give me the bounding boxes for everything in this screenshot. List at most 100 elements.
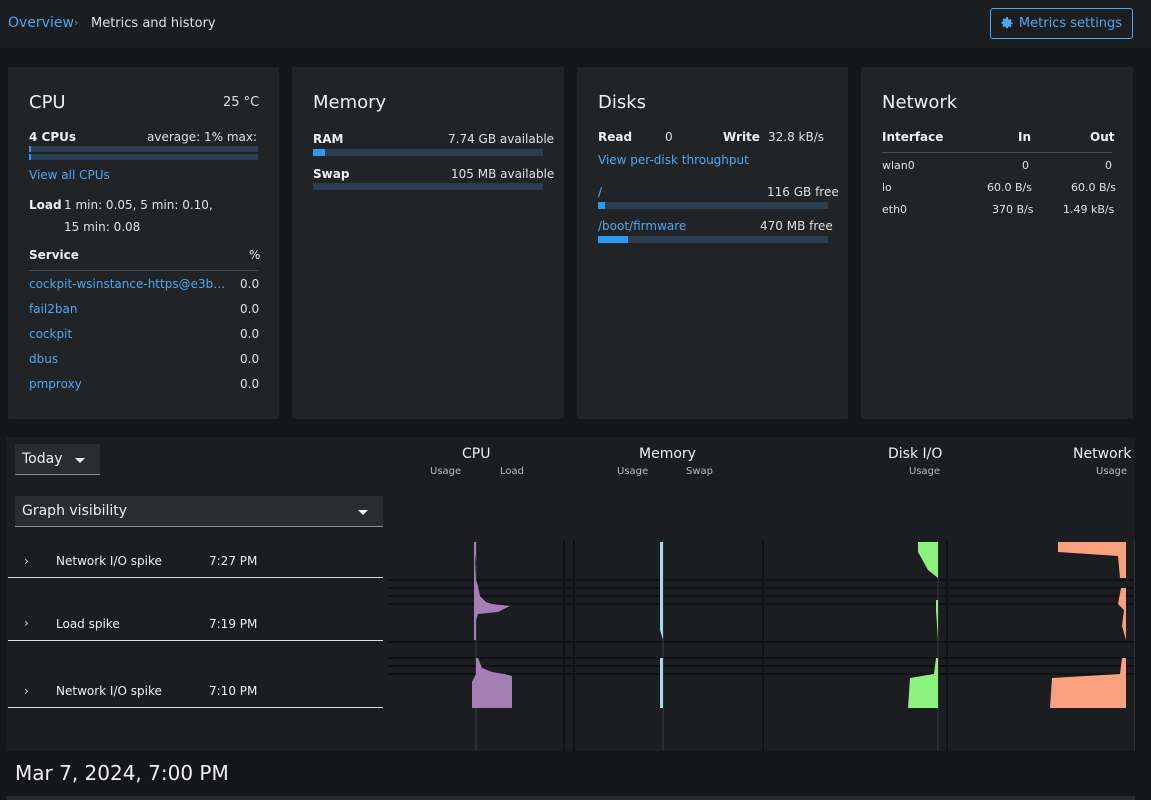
service-link[interactable]: pmproxy xyxy=(29,377,82,391)
history-column-network: Network xyxy=(1073,446,1132,462)
time-range-select[interactable]: Today xyxy=(15,444,100,475)
mount-root-link[interactable]: / xyxy=(598,185,603,199)
network-table-divider xyxy=(882,152,1112,153)
graph-visibility-select[interactable]: Graph visibility xyxy=(15,496,383,527)
network-card: Network Interface In Out wlan0 0 0 lo 60… xyxy=(861,67,1133,419)
event-row[interactable]: › Load spike 7:19 PM xyxy=(8,578,383,641)
swap-usage-bar xyxy=(313,183,543,190)
in-column-header: In xyxy=(1018,130,1032,144)
service-percent: 0.0 xyxy=(240,352,260,366)
breadcrumb-current: Metrics and history xyxy=(91,16,216,31)
mount-root-usage-bar-fill xyxy=(598,202,605,209)
interface-name: wlan0 xyxy=(882,159,915,172)
chevron-right-icon[interactable]: › xyxy=(24,616,29,630)
metrics-history-graphs xyxy=(388,540,1135,751)
next-section-edge xyxy=(6,796,1135,800)
service-percent: 0.0 xyxy=(240,277,260,291)
event-row[interactable]: › Network I/O spike 7:10 PM xyxy=(8,641,383,708)
metrics-settings-button[interactable]: Metrics settings xyxy=(990,8,1133,39)
service-percent: 0.0 xyxy=(240,377,260,391)
service-link[interactable]: fail2ban xyxy=(29,302,78,316)
ram-label: RAM xyxy=(313,132,344,146)
event-name: Network I/O spike xyxy=(56,684,162,698)
interface-in: 0 xyxy=(1022,159,1029,172)
cpu-count: 4 CPUs xyxy=(29,130,77,144)
history-subcolumn-memory-swap: Swap xyxy=(686,466,714,477)
disk-write-value: 32.8 kB/s xyxy=(768,130,825,144)
history-column-cpu: CPU xyxy=(462,446,491,462)
cpu-load-label: Load xyxy=(29,198,62,212)
chevron-right-icon[interactable]: › xyxy=(24,554,29,568)
mount-boot-firmware-free: 470 MB free xyxy=(760,219,833,233)
cpu-usage-graph xyxy=(472,658,512,708)
cpu-usage-bar xyxy=(29,146,258,160)
ram-usage-bar-fill xyxy=(313,149,325,156)
memory-card: Memory RAM 7.74 GB available Swap 105 MB… xyxy=(292,67,564,419)
service-percent: 0.0 xyxy=(240,302,260,316)
interface-in: 370 B/s xyxy=(992,203,1034,216)
percent-column-header: % xyxy=(249,248,261,262)
metrics-settings-label: Metrics settings xyxy=(1018,16,1123,31)
view-all-cpus-link[interactable]: View all CPUs xyxy=(29,168,110,182)
gear-icon xyxy=(1001,17,1013,29)
network-io-graph xyxy=(1118,588,1126,640)
breadcrumb-separator: › xyxy=(74,16,79,29)
disks-card-title: Disks xyxy=(598,92,647,113)
swap-label: Swap xyxy=(313,167,350,181)
memory-usage-graph xyxy=(660,658,663,708)
history-column-disk-io: Disk I/O xyxy=(888,446,943,462)
mount-root-usage-bar xyxy=(598,202,828,209)
mount-root-free: 116 GB free xyxy=(767,185,839,199)
disk-read-value: 0 xyxy=(665,130,673,144)
memory-usage-graph xyxy=(660,542,663,640)
event-time: 7:10 PM xyxy=(209,684,258,698)
service-percent: 0.0 xyxy=(240,327,260,341)
mount-boot-firmware-usage-bar-fill xyxy=(598,236,628,243)
history-subcolumn-memory-usage: Usage xyxy=(617,466,649,477)
service-table-divider xyxy=(29,270,258,271)
disk-write-label: Write xyxy=(723,130,760,144)
disks-card: Disks Read 0 Write 32.8 kB/s View per-di… xyxy=(577,67,848,419)
breadcrumb-overview-link[interactable]: Overview xyxy=(8,15,74,31)
cpu-load-line1: 1 min: 0.05, 5 min: 0.10, xyxy=(64,198,213,212)
event-time: 7:27 PM xyxy=(209,554,258,568)
cpu-card: CPU 25 °C 4 CPUs average: 1% max: 1% Vie… xyxy=(8,67,279,419)
chevron-right-icon[interactable]: › xyxy=(24,684,29,698)
service-link[interactable]: dbus xyxy=(29,352,59,366)
event-name: Network I/O spike xyxy=(56,554,162,568)
disk-io-graph xyxy=(918,542,938,578)
graph-visibility-label: Graph visibility xyxy=(22,503,128,519)
time-range-value: Today xyxy=(22,451,63,467)
disk-read-label: Read xyxy=(598,130,633,144)
network-io-graph xyxy=(1058,542,1126,578)
network-io-graph xyxy=(1050,658,1126,708)
disk-io-graph xyxy=(908,658,938,708)
history-subcolumn-cpu-load: Load xyxy=(500,466,524,477)
swap-available: 105 MB available xyxy=(451,167,555,181)
mount-boot-firmware-link[interactable]: /boot/firmware xyxy=(598,219,687,233)
history-date-heading: Mar 7, 2024, 7:00 PM xyxy=(15,761,229,785)
memory-card-title: Memory xyxy=(313,92,387,113)
interface-out: 60.0 B/s xyxy=(1071,181,1116,194)
ram-available: 7.74 GB available xyxy=(448,132,555,146)
service-link[interactable]: cockpit xyxy=(29,327,73,341)
history-subcolumn-network-usage: Usage xyxy=(1096,466,1128,477)
cpu-card-title: CPU xyxy=(29,92,66,113)
per-disk-throughput-link[interactable]: View per-disk throughput xyxy=(598,153,749,167)
interface-in: 60.0 B/s xyxy=(987,181,1032,194)
chevron-down-icon xyxy=(75,458,85,463)
event-name: Load spike xyxy=(56,617,120,631)
top-bar: Overview › Metrics and history Metrics s… xyxy=(0,0,1151,48)
interface-name: eth0 xyxy=(882,203,908,216)
cpu-temperature: 25 °C xyxy=(223,95,260,110)
interface-out: 1.49 kB/s xyxy=(1063,203,1115,216)
history-column-memory: Memory xyxy=(639,446,696,462)
history-subcolumn-disk-usage: Usage xyxy=(909,466,941,477)
event-time: 7:19 PM xyxy=(209,617,258,631)
ram-usage-bar xyxy=(313,149,543,156)
cpu-load-line2: 15 min: 0.08 xyxy=(64,220,141,234)
event-row[interactable]: › Network I/O spike 7:27 PM xyxy=(8,540,383,578)
service-link[interactable]: cockpit-wsinstance-https@e3b… xyxy=(29,277,226,291)
interface-column-header: Interface xyxy=(882,130,944,144)
history-subcolumn-cpu-usage: Usage xyxy=(430,466,462,477)
